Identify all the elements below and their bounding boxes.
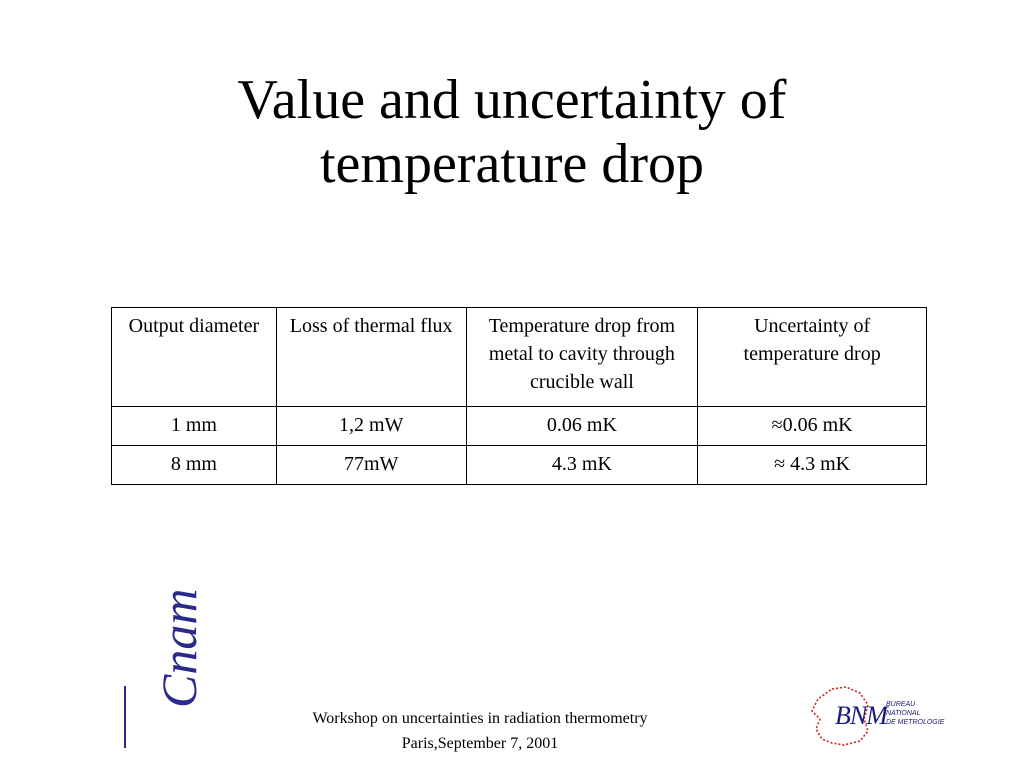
table-cell: 77mW xyxy=(275,445,467,485)
table-cell: ≈ 4.3 mK xyxy=(697,445,927,485)
table-cell: 1 mm xyxy=(111,406,277,446)
table-row: 1 mm 1,2 mW 0.06 mK ≈0.06 mK xyxy=(111,406,927,446)
table-cell: 1,2 mW xyxy=(275,406,467,446)
header-cell: Output diameter xyxy=(111,307,277,407)
bnm-logo: BNM BUREAU NATIONAL DE METROLOGIE xyxy=(802,683,952,751)
bnm-line-3: DE METROLOGIE xyxy=(886,719,945,726)
table-header-row: Output diameter Loss of thermal flux Tem… xyxy=(111,307,927,407)
header-cell: Temperature drop from metal to cavity th… xyxy=(465,307,699,407)
footer: Workshop on uncertainties in radiation t… xyxy=(270,706,690,756)
footer-line-2: Paris,September 7, 2001 xyxy=(401,735,559,752)
cnam-logo-text: Cnam xyxy=(151,588,207,708)
table-cell: 8 mm xyxy=(111,445,277,485)
bnm-line-1: BUREAU xyxy=(886,701,916,708)
table-cell: 4.3 mK xyxy=(465,445,699,485)
bnm-line-2: NATIONAL xyxy=(886,710,921,717)
header-cell: Loss of thermal flux xyxy=(275,307,467,407)
france-map-icon xyxy=(811,686,869,746)
slide-title: Value and uncertainty of temperature dro… xyxy=(112,68,912,196)
table-cell: ≈0.06 mK xyxy=(697,406,927,446)
cnam-logo-bar xyxy=(124,686,126,748)
footer-line-1: Workshop on uncertainties in radiation t… xyxy=(312,710,648,727)
cnam-logo: Cnam xyxy=(80,589,207,748)
table-row: 8 mm 77mW 4.3 mK ≈ 4.3 mK xyxy=(111,445,927,485)
slide-title-line-1: Value and uncertainty of xyxy=(237,69,787,131)
bnm-logo-subtitle: BUREAU NATIONAL DE METROLOGIE xyxy=(886,700,944,727)
slide-title-line-2: temperature drop xyxy=(319,133,705,195)
bnm-logo-abbr: BNM xyxy=(835,701,888,730)
table-cell: 0.06 mK xyxy=(465,406,699,446)
header-cell: Uncertainty of temperature drop xyxy=(697,307,927,407)
data-table: Output diameter Loss of thermal flux Tem… xyxy=(111,307,927,485)
